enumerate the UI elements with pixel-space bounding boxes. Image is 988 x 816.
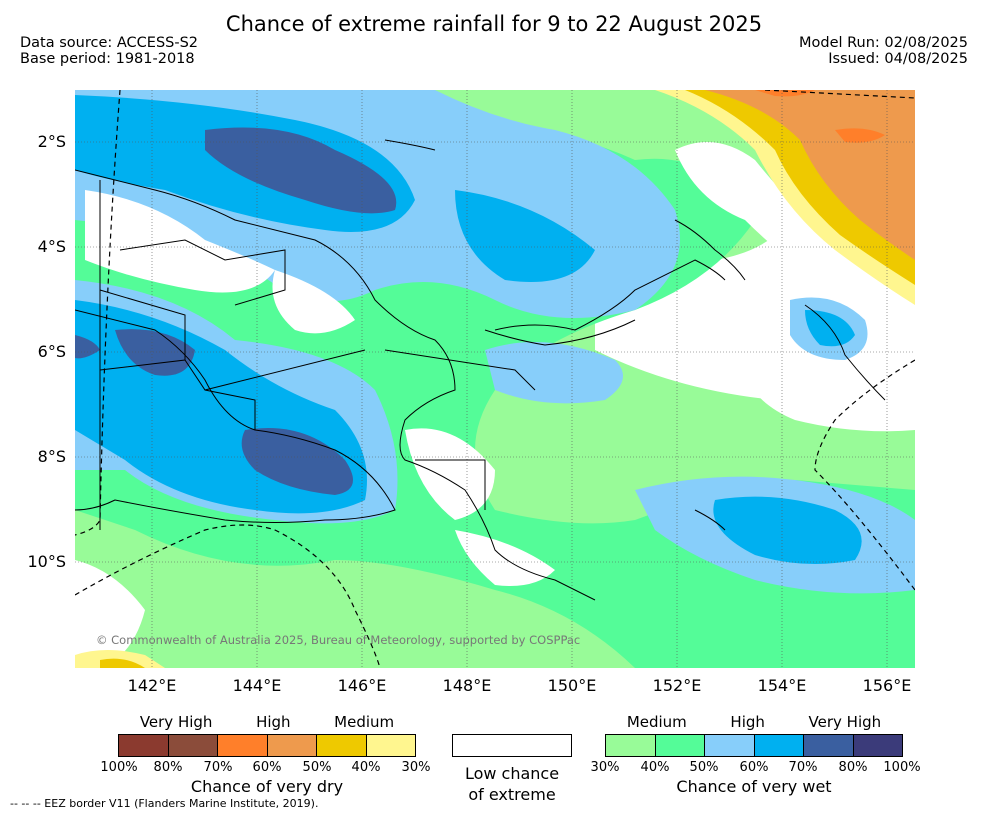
lon-label-142e: 142°E	[127, 676, 177, 695]
wet-colorbar	[605, 734, 903, 757]
dry-level-high: High	[256, 713, 291, 731]
dry-tick: 40%	[351, 760, 381, 775]
rainfall-map	[75, 90, 915, 668]
wet-tick: 80%	[838, 760, 868, 775]
dry-tick: 30%	[401, 760, 431, 775]
source-info: Data source: ACCESS-S2 Base period: 1981…	[20, 35, 198, 67]
wet-swatch	[754, 735, 804, 756]
lon-label-150e: 150°E	[547, 676, 597, 695]
dry-swatch	[317, 735, 367, 756]
dry-level-very-high: Very High	[139, 713, 213, 731]
dry-swatch	[168, 735, 218, 756]
lon-label-152e: 152°E	[652, 676, 702, 695]
model-run: Model Run: 02/08/2025	[798, 35, 968, 51]
lon-label-144e: 144°E	[232, 676, 282, 695]
low-chance-line2: of extreme	[468, 785, 556, 804]
wet-tick: 30%	[590, 760, 620, 775]
dry-tick: 100%	[100, 760, 138, 775]
wet-tick: 40%	[640, 760, 670, 775]
lat-label-6s: 6°S	[37, 342, 66, 361]
base-period: Base period: 1981-2018	[20, 51, 195, 67]
wet-tick: 100%	[883, 760, 921, 775]
copyright-notice: © Commonwealth of Australia 2025, Bureau…	[96, 633, 581, 647]
dry-tick: 60%	[252, 760, 282, 775]
wet-tick: 70%	[788, 760, 818, 775]
wet-level-very-high: Very High	[808, 713, 882, 731]
wet-level-medium: Medium	[626, 713, 687, 731]
issued-date: Issued: 04/08/2025	[828, 51, 968, 67]
wet-tick: 50%	[689, 760, 719, 775]
eez-footnote: -- -- -- EEZ border V11 (Flanders Marine…	[10, 797, 319, 810]
dry-tick: 70%	[203, 760, 233, 775]
dry-tick: 80%	[153, 760, 183, 775]
dry-swatch	[366, 735, 415, 756]
low-chance-line1: Low chance	[464, 764, 560, 783]
wet-swatch	[804, 735, 854, 756]
lat-label-2s: 2°S	[37, 132, 66, 151]
lat-label-4s: 4°S	[37, 237, 66, 256]
map-canvas	[75, 90, 915, 668]
lon-label-148e: 148°E	[442, 676, 492, 695]
dry-level-medium: Medium	[334, 713, 395, 731]
wet-swatch	[606, 735, 656, 756]
wet-level-high: High	[730, 713, 765, 731]
wet-legend-label: Chance of very wet	[676, 777, 832, 796]
data-source: Data source: ACCESS-S2	[20, 35, 199, 51]
run-info: Model Run: 02/08/2025 Issued: 04/08/2025	[799, 35, 968, 67]
lat-label-10s: 10°S	[27, 552, 66, 571]
lon-label-146e: 146°E	[337, 676, 387, 695]
dry-tick: 50%	[302, 760, 332, 775]
low-chance-label: Low chance of extreme	[437, 763, 587, 805]
dry-colorbar	[118, 734, 416, 757]
map-title: Chance of extreme rainfall for 9 to 22 A…	[225, 12, 763, 36]
dry-legend: Very High High Medium	[118, 713, 416, 757]
dry-swatch	[218, 735, 268, 756]
low-chance-swatch	[452, 734, 572, 757]
wet-swatch	[853, 735, 902, 756]
dry-swatch	[267, 735, 317, 756]
wet-tick: 60%	[739, 760, 769, 775]
wet-swatch	[655, 735, 705, 756]
dry-swatch	[119, 735, 169, 756]
lat-label-8s: 8°S	[37, 447, 66, 466]
wet-legend: Medium High Very High	[605, 713, 903, 757]
lon-label-154e: 154°E	[757, 676, 807, 695]
lon-label-156e: 156°E	[862, 676, 912, 695]
wet-swatch	[705, 735, 755, 756]
dry-legend-label: Chance of very dry	[190, 777, 344, 796]
